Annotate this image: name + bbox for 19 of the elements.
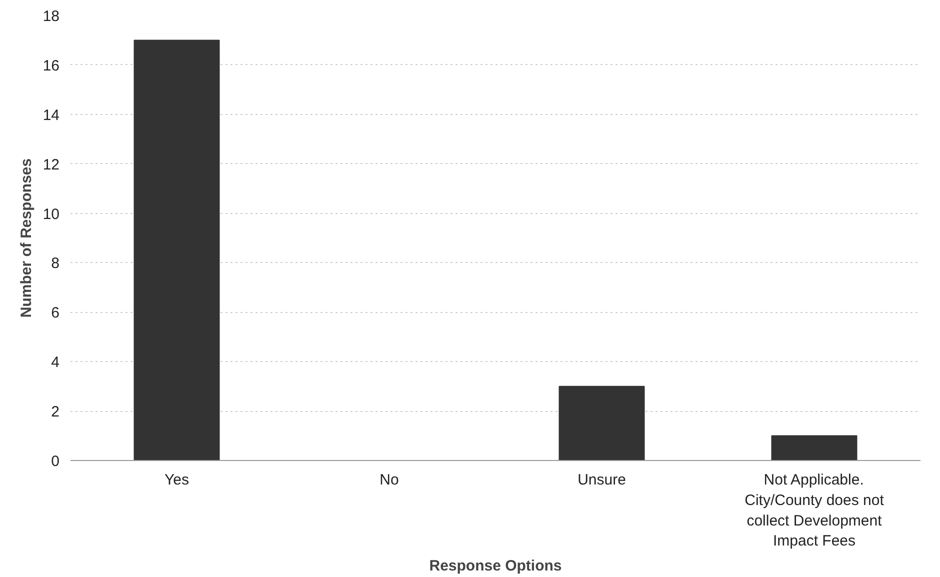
x-tick-label: Unsure: [578, 472, 626, 488]
x-tick-label: No: [380, 472, 399, 488]
y-tick-label: 2: [51, 404, 60, 421]
y-tick-label: 4: [51, 354, 60, 372]
x-tick-label: Yes: [164, 472, 189, 488]
y-axis-title: Number of Responses: [18, 158, 35, 318]
y-tick-label: 14: [42, 106, 60, 124]
bar: [134, 40, 220, 460]
x-tick-label: Not Applicable. City/County does not collect Development Impact Fees: [744, 472, 885, 550]
y-tick-label: 12: [42, 156, 60, 174]
y-tick-label: 10: [42, 206, 60, 223]
y-tick-label: 16: [42, 57, 60, 74]
x-axis-title: Response Options: [429, 558, 562, 575]
y-tick-label: 6: [51, 304, 60, 322]
bar: [558, 386, 645, 460]
y-tick-label: 0: [51, 453, 60, 470]
y-tick-label: 8: [51, 255, 60, 272]
y-tick-label: 18: [42, 8, 60, 25]
bar: [771, 435, 858, 460]
